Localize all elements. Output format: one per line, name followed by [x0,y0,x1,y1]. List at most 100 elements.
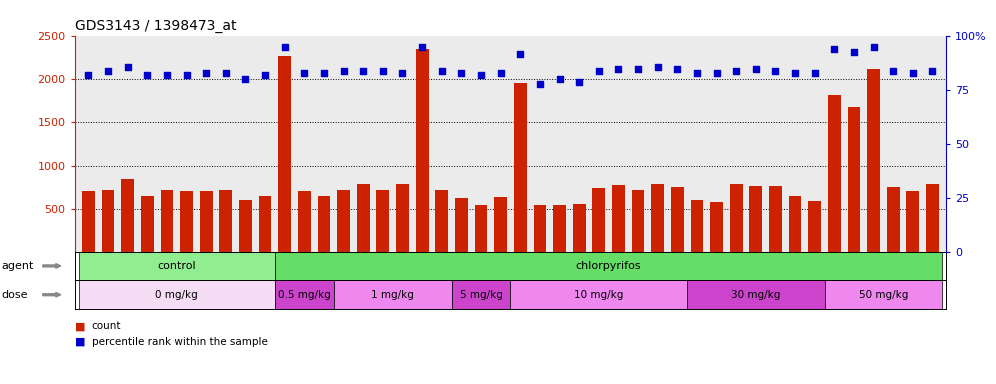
Bar [906,191,919,252]
Bar [886,187,899,252]
Bar [79,252,275,280]
Point [336,68,352,74]
Point [81,72,97,78]
Point [356,68,372,74]
Point [846,48,862,55]
Bar [651,184,664,252]
Bar [769,186,782,252]
Text: agent: agent [1,261,34,271]
Bar [573,204,586,252]
Bar [868,69,879,252]
Point [827,46,843,53]
Point [748,66,764,72]
Bar [451,280,510,309]
Bar [690,200,703,252]
Bar [219,190,232,252]
Bar [338,190,350,252]
Bar [553,205,566,252]
Bar [593,188,606,252]
Text: control: control [157,261,196,271]
Point [218,70,234,76]
Bar [357,184,370,252]
Bar [789,197,802,252]
Point [374,68,390,74]
Bar [534,205,546,252]
Point [453,70,469,76]
Bar [687,280,825,309]
Point [630,66,646,72]
Point [885,68,901,74]
Point [532,81,548,87]
Point [552,76,568,83]
Point [257,72,273,78]
Point [473,72,489,78]
Point [649,63,665,70]
Point [728,68,744,74]
Bar [79,280,275,309]
Point [591,68,607,74]
Bar [809,201,821,252]
Point [277,44,293,50]
Bar [749,186,762,252]
Bar [318,197,331,252]
Text: percentile rank within the sample: percentile rank within the sample [92,337,268,347]
Text: 30 mg/kg: 30 mg/kg [731,290,781,300]
Point [512,51,528,57]
Bar [275,252,942,280]
Bar [396,184,409,252]
Bar [278,56,291,252]
Bar [82,191,95,252]
Bar [180,191,193,252]
Text: 0 mg/kg: 0 mg/kg [155,290,198,300]
Point [768,68,784,74]
Point [198,70,214,76]
Bar [275,280,334,309]
Bar [455,198,468,252]
Bar [122,179,134,252]
Point [316,70,332,76]
Point [178,72,194,78]
Bar [825,280,942,309]
Text: 1 mg/kg: 1 mg/kg [372,290,414,300]
Point [669,66,685,72]
Text: ■: ■ [75,337,86,347]
Point [866,44,881,50]
Bar [510,280,687,309]
Bar [239,200,252,252]
Bar [475,205,487,252]
Bar [259,197,272,252]
Bar [926,184,939,252]
Bar [298,191,311,252]
Text: 5 mg/kg: 5 mg/kg [459,290,502,300]
Point [394,70,410,76]
Bar [514,83,527,252]
Point [297,70,313,76]
Bar [828,95,841,252]
Bar [631,190,644,252]
Point [708,70,724,76]
Bar [376,190,389,252]
Text: chlorpyrifos: chlorpyrifos [576,261,641,271]
Point [414,44,430,50]
Bar [141,195,153,252]
Bar [102,190,115,252]
Text: count: count [92,321,122,331]
Point [807,70,823,76]
Point [611,66,626,72]
Bar [848,107,861,252]
Point [689,70,705,76]
Point [493,70,509,76]
Point [787,70,803,76]
Text: dose: dose [1,290,28,300]
Bar [200,191,212,252]
Point [571,79,587,85]
Point [434,68,450,74]
Bar [334,280,451,309]
Bar [730,184,743,252]
Text: 0.5 mg/kg: 0.5 mg/kg [278,290,331,300]
Point [120,63,135,70]
Point [924,68,940,74]
Bar [494,197,507,252]
Bar [160,190,173,252]
Text: ■: ■ [75,321,86,331]
